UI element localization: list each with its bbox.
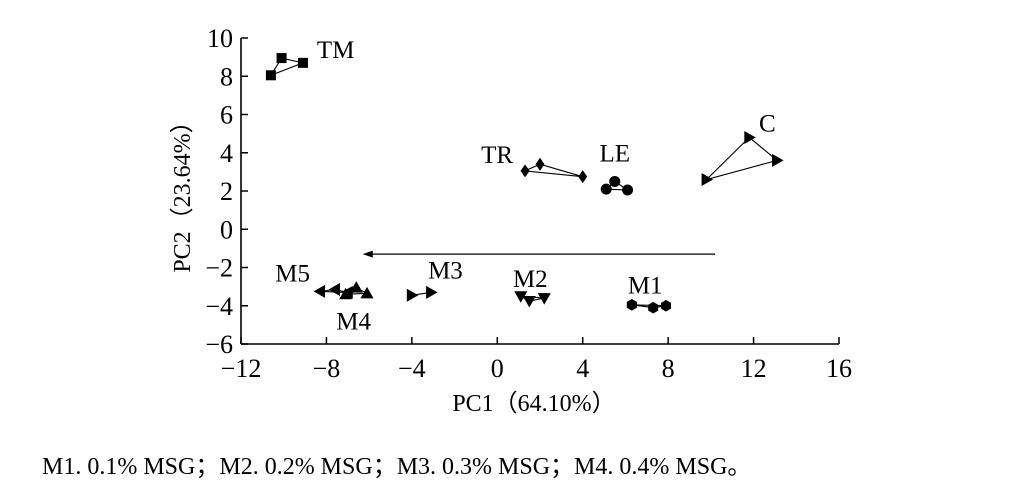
- group-le: LE: [599, 140, 634, 196]
- group-outline: [269, 57, 305, 77]
- x-tick-label: 0: [491, 354, 504, 383]
- data-point-circle: [622, 184, 634, 196]
- data-point-diamond: [578, 170, 588, 184]
- pca-scatter-chart: −12 −8 −4 0 4 8 12 16 −6 −4 −2 0 2 4 6 8 10 TM TR LE C M1 M2…: [170, 24, 852, 417]
- y-tick-label: 4: [220, 139, 233, 168]
- data-point-triangle-down: [514, 291, 528, 303]
- y-tick-label: 8: [220, 62, 233, 91]
- y-tick-label: −4: [205, 292, 233, 321]
- data-point-triangle-up: [360, 286, 374, 299]
- data-point-triangle-left: [341, 285, 353, 299]
- y-tick-label: −6: [205, 330, 233, 359]
- x-tick-label: −12: [221, 354, 262, 383]
- figure-caption: M1. 0.1% MSG；M2. 0.2% MSG；M3. 0.3% MSG；M…: [42, 454, 752, 480]
- x-tick-label: −4: [398, 354, 426, 383]
- x-tick-label: 4: [576, 354, 589, 383]
- group-label: M1: [628, 273, 663, 300]
- data-point-square: [265, 70, 276, 81]
- group-label: M4: [336, 308, 371, 335]
- group-m4: M4: [336, 281, 374, 335]
- y-ticks: −6 −4 −2 0 2 4 6 8 10: [205, 24, 248, 359]
- group-label: M3: [428, 257, 463, 284]
- group-c: C: [701, 110, 784, 187]
- data-point-triangle-down: [522, 295, 536, 308]
- group-outline: [522, 163, 583, 178]
- x-tick-label: 16: [826, 354, 852, 383]
- group-label: M2: [513, 266, 548, 293]
- x-tick-label: 8: [662, 354, 675, 383]
- data-point-circle: [600, 183, 612, 195]
- data-point-circle: [609, 175, 621, 187]
- y-tick-label: −2: [205, 254, 233, 283]
- data-point-triangle-right: [744, 130, 756, 144]
- group-label: TR: [481, 142, 513, 169]
- x-tick-label: −8: [313, 354, 341, 383]
- group-m1: M1: [626, 273, 671, 314]
- y-axis-title: PC2（23.64%）: [170, 109, 196, 272]
- group-outline: [704, 136, 779, 181]
- data-point-triangle-right: [772, 153, 784, 167]
- data-point-triangle-up: [349, 281, 363, 293]
- y-tick-label: 10: [207, 24, 233, 53]
- y-tick-label: 2: [220, 177, 233, 206]
- group-label: C: [759, 110, 776, 137]
- data-point-triangle-left: [313, 284, 326, 298]
- group-label: LE: [599, 140, 630, 167]
- data-point-triangle-right: [701, 173, 714, 187]
- data-point-triangle-left: [328, 282, 340, 296]
- group-tr: TR: [481, 142, 588, 184]
- group-tm: TM: [265, 37, 355, 81]
- group-label: TM: [317, 37, 355, 64]
- trend-arrow-head: [362, 250, 373, 258]
- data-point-diamond: [535, 157, 545, 171]
- data-point-hexagon: [648, 301, 659, 314]
- group-outline: [604, 180, 630, 191]
- group-m2: M2: [513, 266, 551, 308]
- data-point-diamond: [520, 164, 530, 178]
- group-m5: M5: [275, 260, 353, 299]
- trend-arrow-layer: [362, 250, 716, 258]
- y-tick-label: 6: [220, 101, 233, 130]
- x-tick-label: 12: [741, 354, 767, 383]
- data-point-hexagon: [661, 299, 671, 312]
- data-point-triangle-right: [406, 288, 419, 302]
- series-layer: TM TR LE C M1 M2 M3 M4 M5: [265, 37, 784, 335]
- group-label: M5: [275, 260, 310, 287]
- data-point-square: [276, 53, 287, 64]
- data-point-square: [297, 57, 308, 68]
- y-tick-label: 0: [220, 215, 233, 244]
- data-point-triangle-right: [426, 285, 438, 299]
- data-point-hexagon: [626, 299, 637, 311]
- x-ticks: −12 −8 −4 0 4 8 12 16: [221, 337, 852, 383]
- group-m3: M3: [406, 257, 463, 302]
- data-point-triangle-down: [537, 293, 551, 305]
- x-axis-title: PC1（64.10%）: [452, 391, 615, 417]
